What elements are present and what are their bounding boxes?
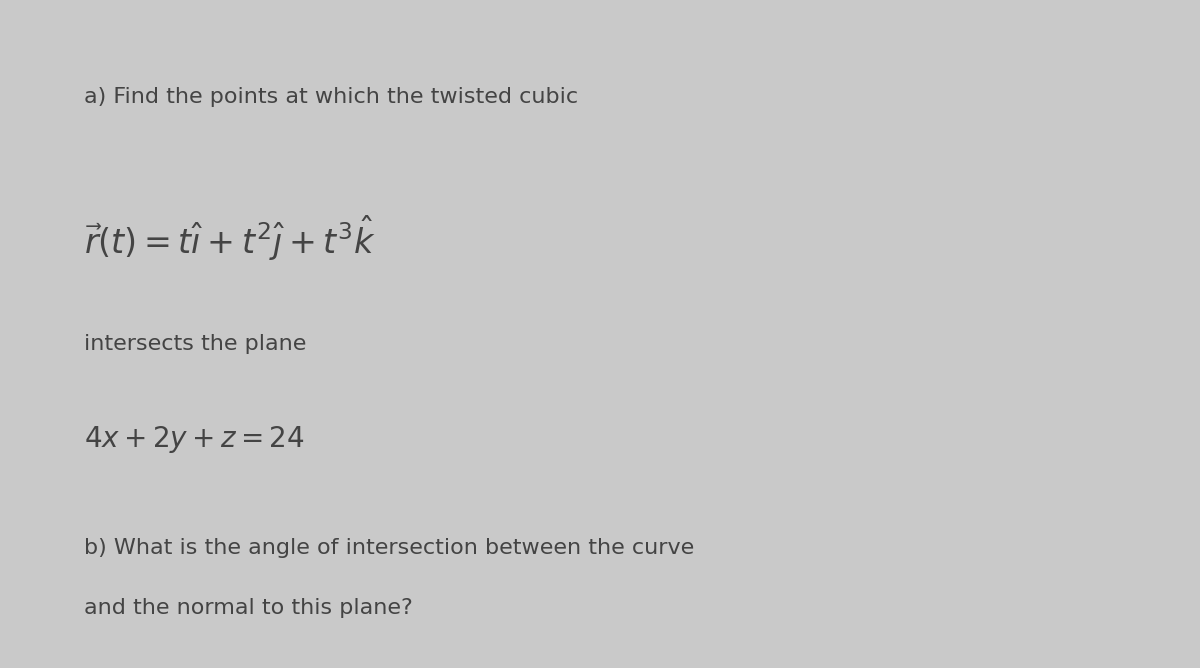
Text: a) Find the points at which the twisted cubic: a) Find the points at which the twisted … <box>84 87 578 107</box>
Text: $4x + 2y + z = 24$: $4x + 2y + z = 24$ <box>84 424 305 455</box>
Text: and the normal to this plane?: and the normal to this plane? <box>84 598 413 618</box>
Text: b) What is the angle of intersection between the curve: b) What is the angle of intersection bet… <box>84 538 695 558</box>
Text: intersects the plane: intersects the plane <box>84 334 306 354</box>
Text: $\vec{r}(t) = t\hat{\imath} + t^2\hat{\jmath} + t^3\hat{k}$: $\vec{r}(t) = t\hat{\imath} + t^2\hat{\j… <box>84 214 376 263</box>
